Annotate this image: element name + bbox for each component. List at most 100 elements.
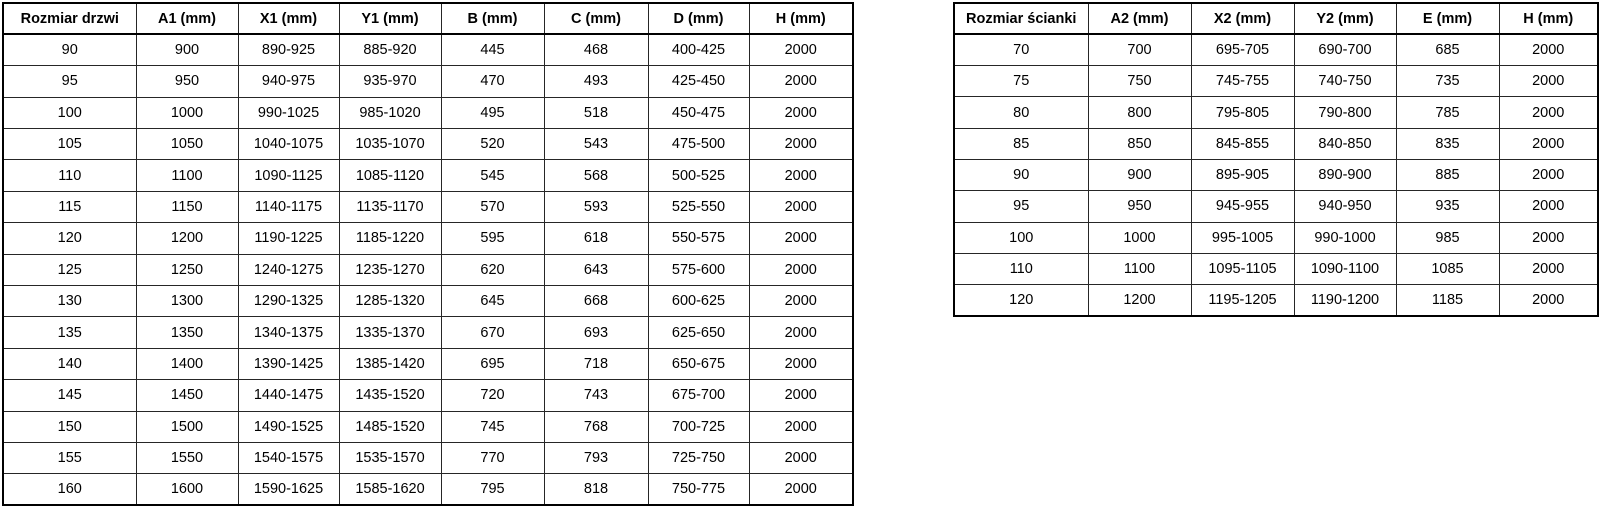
- table-cell: 718: [543, 347, 649, 381]
- table-cell: 643: [543, 253, 649, 287]
- table-cell: 1000: [1087, 221, 1192, 254]
- table-cell: 495: [440, 96, 545, 130]
- column-header: E (mm): [1395, 2, 1500, 36]
- table-cell: 2000: [748, 410, 854, 443]
- table-cell: 793: [543, 441, 649, 475]
- table-cell: 110: [2, 159, 137, 192]
- column-header: Rozmiar drzwi: [2, 2, 137, 36]
- table-cell: 700-725: [647, 410, 750, 443]
- column-header: B (mm): [440, 2, 545, 36]
- table-cell: 2000: [748, 128, 854, 161]
- table-row: 120 1200 1195-1205 1190-1200 1185 2000: [953, 284, 1599, 317]
- table-cell: 475-500: [647, 128, 750, 161]
- table-row: 100 1000 990-1025 985-1020 495 518 450-475 2000: [2, 96, 854, 130]
- table-cell: 2000: [748, 222, 854, 255]
- table-cell: 850: [1087, 127, 1192, 160]
- table-row: 90 900 890-925 885-920 445 468 400-425 2000: [2, 33, 854, 67]
- table-cell: 950: [135, 65, 239, 98]
- table-cell: 800: [1087, 96, 1192, 129]
- column-header: H (mm): [748, 2, 854, 36]
- table-cell: 2000: [1498, 158, 1599, 192]
- table-cell: 2000: [748, 316, 854, 349]
- table-cell: 700: [1087, 33, 1192, 67]
- table-cell: 2000: [748, 473, 854, 506]
- table-cell: 90: [2, 33, 137, 67]
- table-row: 110 1100 1090-1125 1085-1120 545 568 500-525 20…: [2, 159, 854, 192]
- table-cell: 1590-1625: [237, 473, 340, 506]
- table-row: 95 950 940-975 935-970 470 493 425-450 2000: [2, 65, 854, 98]
- table-cell: 518: [543, 96, 649, 130]
- table-cell: 1190-1225: [237, 222, 340, 255]
- table-cell: 770: [440, 441, 545, 475]
- table-cell: 1435-1520: [338, 379, 442, 412]
- table-cell: 600-625: [647, 285, 750, 318]
- table-cell: 890-925: [237, 33, 340, 67]
- table-cell: 745: [440, 410, 545, 443]
- table-cell: 2000: [748, 65, 854, 98]
- table-cell: 695: [440, 347, 545, 381]
- column-header: A2 (mm): [1087, 2, 1192, 36]
- table-cell: 2000: [748, 347, 854, 381]
- table-cell: 1450: [135, 379, 239, 412]
- table-cell: 668: [543, 285, 649, 318]
- table-row: 120 1200 1190-1225 1185-1220 595 618 550-575 20…: [2, 222, 854, 255]
- table-cell: 2000: [1498, 96, 1599, 129]
- table-cell: 675-700: [647, 379, 750, 412]
- table-cell: 785: [1395, 96, 1500, 129]
- table-cell: 1000: [135, 96, 239, 130]
- table-cell: 595: [440, 222, 545, 255]
- table-row: 135 1350 1340-1375 1335-1370 670 693 625-650 20…: [2, 316, 854, 349]
- header-row: Rozmiar ścianki A2 (mm) X2 (mm) Y2 (mm) E (m…: [953, 2, 1599, 36]
- table-cell: 1035-1070: [338, 128, 442, 161]
- table-cell: 1040-1075: [237, 128, 340, 161]
- table-cell: 2000: [1498, 284, 1599, 317]
- table-cell: 935: [1395, 190, 1500, 223]
- table-cell: 2000: [1498, 252, 1599, 286]
- table-cell: 1585-1620: [338, 473, 442, 506]
- table-cell: 900: [135, 33, 239, 67]
- header-row: Rozmiar drzwi A1 (mm) X1 (mm) Y1 (mm) B (mm)…: [2, 2, 854, 36]
- table-row: 70 700 695-705 690-700 685 2000: [953, 33, 1599, 67]
- column-header: Y1 (mm): [338, 2, 442, 36]
- table-cell: 575-600: [647, 253, 750, 287]
- table-cell: 1400: [135, 347, 239, 381]
- table-cell: 885: [1395, 158, 1500, 192]
- table-cell: 1135-1170: [338, 190, 442, 224]
- table-cell: 1540-1575: [237, 441, 340, 475]
- table-row: 155 1550 1540-1575 1535-1570 770 793 725-750 20…: [2, 441, 854, 475]
- table-cell: 885-920: [338, 33, 442, 67]
- table-cell: 740-750: [1293, 65, 1397, 98]
- table-cell: 550-575: [647, 222, 750, 255]
- column-header: Rozmiar ścianki: [953, 2, 1089, 36]
- table-row: 80 800 795-805 790-800 785 2000: [953, 96, 1599, 129]
- table-cell: 1550: [135, 441, 239, 475]
- table-cell: 1285-1320: [338, 285, 442, 318]
- table-cell: 1250: [135, 253, 239, 287]
- table-cell: 845-855: [1190, 127, 1295, 160]
- table-cell: 1485-1520: [338, 410, 442, 443]
- table-cell: 645: [440, 285, 545, 318]
- table-cell: 120: [2, 222, 137, 255]
- table-cell: 1600: [135, 473, 239, 506]
- table-row: 85 850 845-855 840-850 835 2000: [953, 127, 1599, 160]
- table-cell: 1085: [1395, 252, 1500, 286]
- table-cell: 120: [953, 284, 1089, 317]
- table-cell: 115: [2, 190, 137, 224]
- table-row: 160 1600 1590-1625 1585-1620 795 818 750-775 20…: [2, 473, 854, 506]
- column-header: Y2 (mm): [1293, 2, 1397, 36]
- table-cell: 2000: [748, 285, 854, 318]
- table-cell: 2000: [1498, 33, 1599, 67]
- table-cell: 135: [2, 316, 137, 349]
- table-cell: 890-900: [1293, 158, 1397, 192]
- table-cell: 1185-1220: [338, 222, 442, 255]
- column-header: X1 (mm): [237, 2, 340, 36]
- door-size-table: Rozmiar drzwi A1 (mm) X1 (mm) Y1 (mm) B (mm)…: [2, 2, 854, 507]
- table-cell: 900: [1087, 158, 1192, 192]
- table-cell: 1085-1120: [338, 159, 442, 192]
- table-cell: 150: [2, 410, 137, 443]
- table-cell: 1535-1570: [338, 441, 442, 475]
- table-cell: 2000: [748, 33, 854, 67]
- table-cell: 525-550: [647, 190, 750, 224]
- table-cell: 2000: [748, 159, 854, 192]
- table-cell: 985-1020: [338, 96, 442, 130]
